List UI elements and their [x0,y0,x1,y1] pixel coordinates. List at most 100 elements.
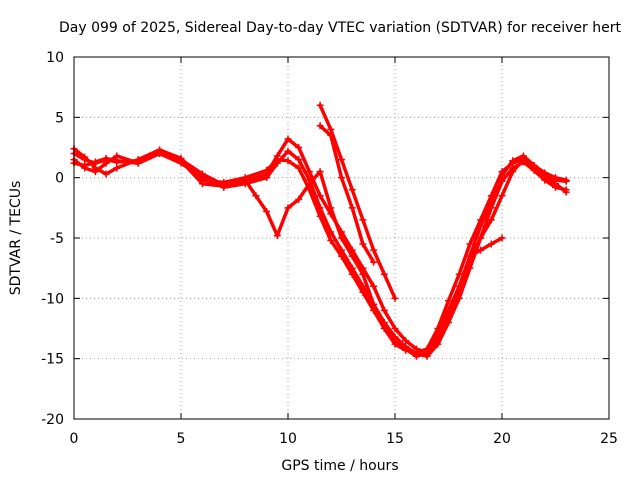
data-point-day-5 [316,101,324,109]
y-axis-label: SDTVAR / TECUs [8,181,24,296]
data-point-day-5 [327,125,335,133]
data-point-day-5 [359,216,367,224]
data-point-day-2 [295,156,303,164]
data-point-day-4 [252,192,260,200]
data-point-day-3 [445,297,452,305]
data-point-day-4 [487,216,495,224]
data-point-day-2 [284,147,292,155]
x-tick-label: 20 [493,431,511,447]
data-point-day-6 [327,131,335,139]
data-point-day-1 [316,192,324,200]
data-point-day-4 [519,156,527,164]
data-point-day-4 [198,180,206,188]
data-point-day-4 [434,337,442,345]
data-point-day-4 [477,234,485,242]
data-point-day-4 [509,168,517,176]
data-point-day-4 [305,180,313,188]
data-point-day-7 [466,252,474,260]
data-point-day-3 [91,164,99,172]
data-point-day-4 [359,270,367,278]
data-point-day-4 [156,150,164,158]
x-tick-label: 15 [386,431,404,447]
data-point-day-4 [423,349,431,357]
x-tick-label: 0 [70,431,79,447]
data-point-day-4 [445,312,452,320]
data-point-day-6 [348,204,356,212]
data-point-day-6 [316,122,324,130]
series-line-day-3 [72,146,568,355]
data-point-day-5 [391,294,399,302]
data-point-day-4 [338,234,345,242]
series-line-day-7 [468,236,504,258]
series-line-day-4 [72,151,568,359]
data-point-day-5 [370,246,378,254]
data-point-day-4 [348,252,356,260]
data-point-day-4 [177,157,185,165]
data-point-day-5 [338,156,345,164]
data-point-day-1 [402,337,410,345]
data-point-day-6 [359,240,367,248]
data-point-day-1 [370,282,378,290]
y-tick-label: 0 [55,171,64,187]
data-point-day-3 [113,164,121,172]
data-point-day-3 [284,157,292,165]
data-point-day-3 [552,174,559,182]
series-line-day-2 [72,149,568,359]
data-point-day-7 [477,246,485,254]
data-point-day-4 [295,195,303,203]
data-point-day-4 [530,164,538,172]
data-point-day-4 [102,154,110,162]
data-point-day-3 [338,252,345,260]
data-point-day-6 [370,258,378,266]
y-tick-label: -5 [50,231,64,247]
data-point-day-3 [316,212,324,220]
x-tick-label: 10 [279,431,297,447]
series-line-day-6 [318,124,376,264]
data-point-day-3 [455,270,463,278]
data-point-day-6 [338,174,345,182]
data-point-day-2 [263,174,271,182]
data-point-day-4 [263,207,271,215]
data-point-day-4 [412,352,420,360]
x-axis-label: GPS time / hours [281,458,398,474]
data-point-day-4 [370,300,378,308]
data-point-day-5 [348,186,356,194]
x-tick-label: 5 [177,431,186,447]
data-point-day-1 [284,135,292,143]
data-point-day-1 [391,325,399,332]
data-point-day-3 [434,325,442,332]
data-point-day-2 [487,204,495,212]
y-tick-label: -15 [41,352,64,368]
data-point-day-4 [220,182,228,190]
data-point-day-7 [498,234,506,242]
chart-title: Day 099 of 2025, Sidereal Day-to-day VTE… [59,20,621,36]
data-point-day-4 [273,232,281,240]
data-point-day-1 [295,144,303,151]
data-point-day-3 [498,168,506,176]
data-point-day-1 [305,168,313,176]
data-point-day-3 [359,288,367,296]
data-point-day-3 [466,240,474,248]
data-point-day-1 [380,306,388,314]
data-point-day-3 [487,192,495,200]
data-point-day-4 [498,192,506,200]
data-point-day-4 [541,174,549,182]
data-point-day-3 [509,159,517,167]
y-tick-label: 5 [55,110,64,126]
data-point-day-3 [348,270,356,278]
y-tick-label: -20 [41,412,64,428]
data-point-day-3 [102,170,110,178]
data-point-day-3 [81,153,89,161]
data-point-day-3 [327,236,335,244]
data-point-day-4 [241,176,249,184]
y-tick-label: 10 [46,50,64,66]
data-point-day-2 [498,177,506,185]
data-point-day-7 [487,240,495,248]
data-point-day-3 [477,216,485,224]
data-point-day-4 [562,188,570,196]
data-point-day-4 [316,168,324,176]
x-tick-label: 25 [600,431,618,447]
data-point-day-4 [552,180,559,188]
data-point-day-3 [273,156,281,164]
